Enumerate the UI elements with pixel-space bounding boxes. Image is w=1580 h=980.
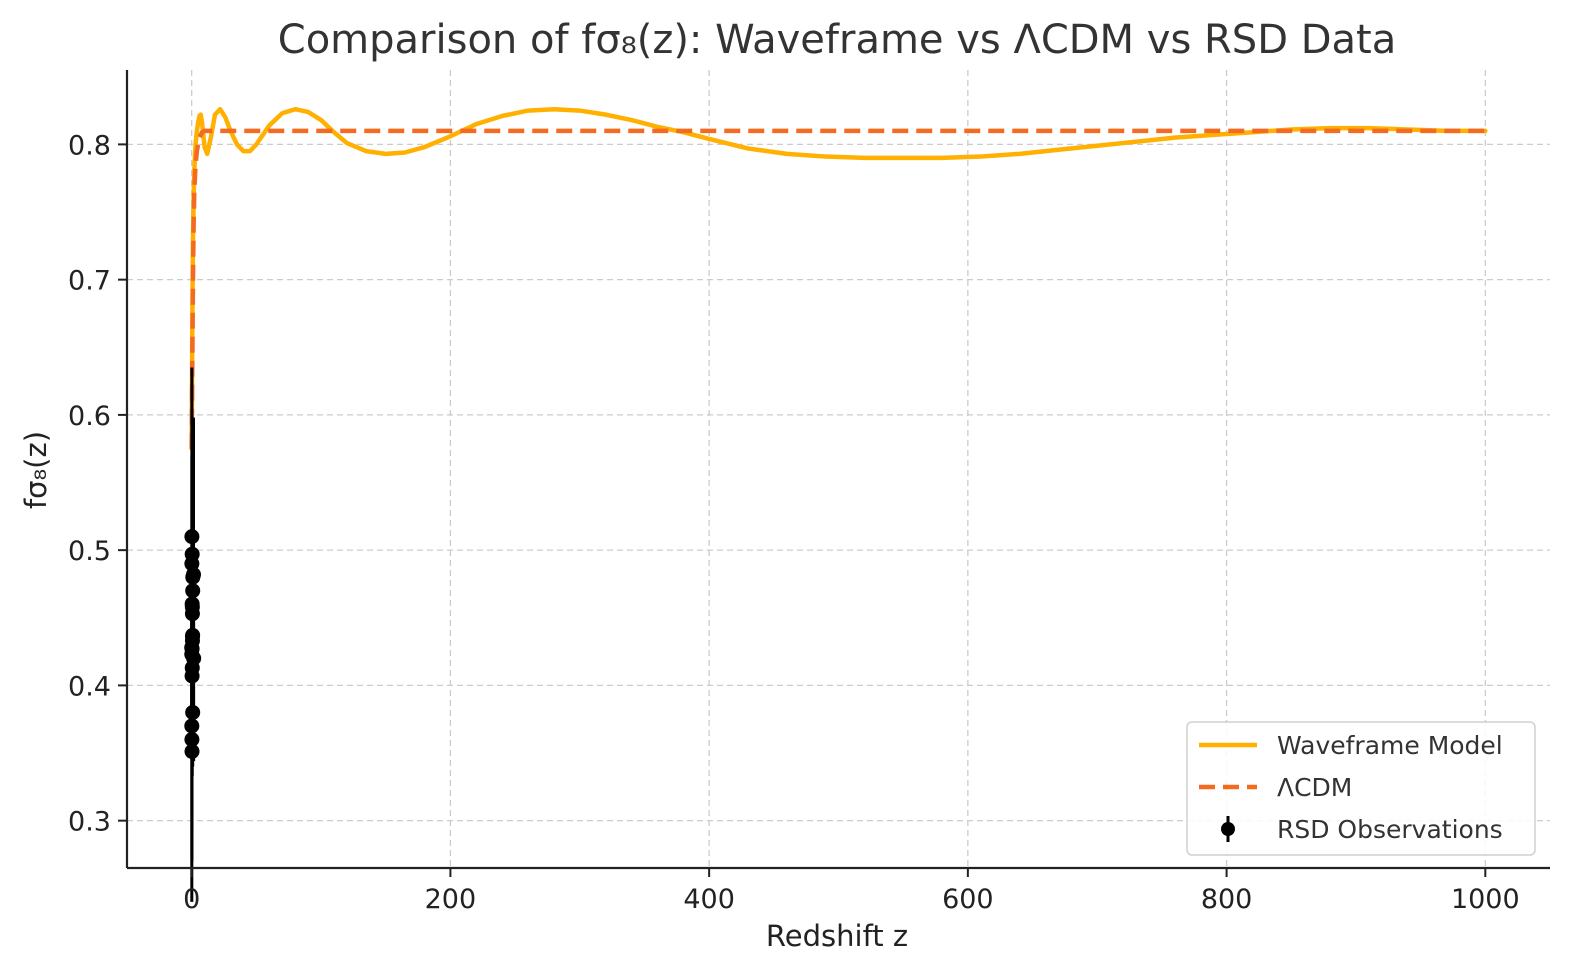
x-tick-label: 600: [942, 884, 994, 915]
chart-title: Comparison of fσ₈(z): Waveframe vs ΛCDM …: [278, 17, 1396, 63]
lcdm-line: [189, 128, 1486, 449]
rsd-data-point: [185, 627, 201, 643]
plot-area: [184, 106, 1488, 902]
rsd-data-point: [185, 583, 201, 599]
y-tick-label: 0.6: [68, 401, 111, 432]
y-axis-label: fσ₈(z): [19, 431, 53, 509]
legend-label-waveframe: Waveframe Model: [1277, 731, 1503, 760]
legend-swatch-rsd-marker: [1221, 822, 1235, 836]
y-tick-label: 0.4: [68, 671, 111, 702]
x-tick-label: 1000: [1451, 884, 1520, 915]
rsd-data-point: [184, 732, 200, 748]
x-tick-label: 0: [183, 884, 200, 915]
y-tick-label: 0.5: [68, 536, 111, 567]
rsd-data-point: [184, 529, 200, 545]
waveframe-model-line: [189, 106, 1488, 451]
axes: 0 200 400 600 800 1000 0.3 0.4 0.5 0.6 0.7 0.8: [68, 70, 1550, 915]
rsd-data-point: [184, 546, 200, 562]
rsd-data-point: [185, 566, 201, 582]
x-tick-label: 200: [425, 884, 477, 915]
rsd-data-point: [184, 743, 200, 759]
rsd-data-point: [184, 606, 200, 622]
legend-label-lcdm: ΛCDM: [1277, 773, 1352, 802]
x-tick-label: 400: [683, 884, 735, 915]
rsd-data-point: [184, 718, 200, 734]
legend-box: [1186, 721, 1536, 856]
y-tick-label: 0.8: [68, 130, 111, 161]
x-axis-label: Redshift z: [766, 919, 908, 953]
y-tick-label: 0.3: [68, 807, 111, 838]
rsd-data-point: [186, 650, 202, 666]
legend: Waveframe Model ΛCDM RSD Observations: [1186, 721, 1536, 856]
y-tick-label: 0.7: [68, 266, 111, 297]
rsd-data-point: [185, 704, 201, 720]
x-tick-label: 800: [1201, 884, 1253, 915]
legend-label-rsd: RSD Observations: [1277, 815, 1503, 844]
